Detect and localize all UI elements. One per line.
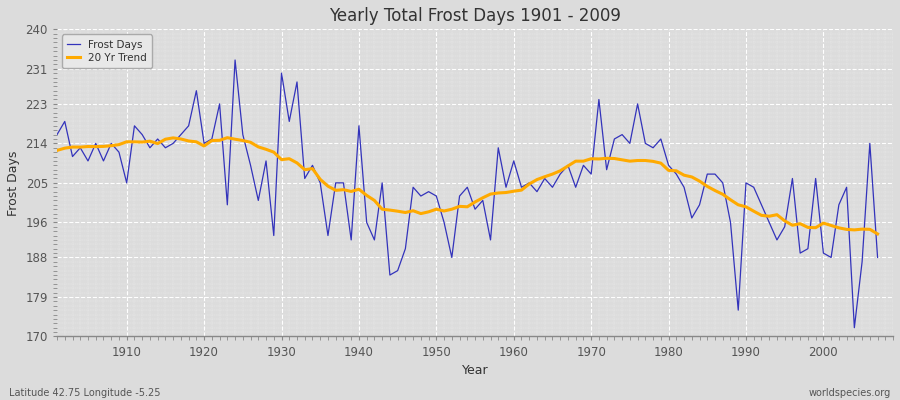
20 Yr Trend <box>717 192 728 197</box>
Frost Days <box>640 141 651 146</box>
Frost Days <box>51 132 62 137</box>
Line: 20 Yr Trend: 20 Yr Trend <box>57 138 878 234</box>
Text: Latitude 42.75 Longitude -5.25: Latitude 42.75 Longitude -5.25 <box>9 388 160 398</box>
Frost Days <box>849 325 859 330</box>
Frost Days <box>230 58 240 62</box>
20 Yr Trend <box>222 135 233 140</box>
Frost Days <box>307 163 318 168</box>
Legend: Frost Days, 20 Yr Trend: Frost Days, 20 Yr Trend <box>62 34 152 68</box>
Frost Days <box>679 185 689 190</box>
20 Yr Trend <box>787 223 797 228</box>
20 Yr Trend <box>825 223 836 228</box>
Text: worldspecies.org: worldspecies.org <box>809 388 891 398</box>
20 Yr Trend <box>679 173 689 178</box>
Line: Frost Days: Frost Days <box>57 60 878 328</box>
Frost Days <box>825 255 836 260</box>
Frost Days <box>787 176 797 181</box>
Frost Days <box>872 255 883 260</box>
Frost Days <box>717 180 728 185</box>
20 Yr Trend <box>640 158 651 163</box>
Title: Yearly Total Frost Days 1901 - 2009: Yearly Total Frost Days 1901 - 2009 <box>329 7 621 25</box>
X-axis label: Year: Year <box>462 364 489 377</box>
20 Yr Trend <box>872 232 883 236</box>
20 Yr Trend <box>307 166 318 171</box>
20 Yr Trend <box>51 148 62 153</box>
Y-axis label: Frost Days: Frost Days <box>7 150 20 216</box>
